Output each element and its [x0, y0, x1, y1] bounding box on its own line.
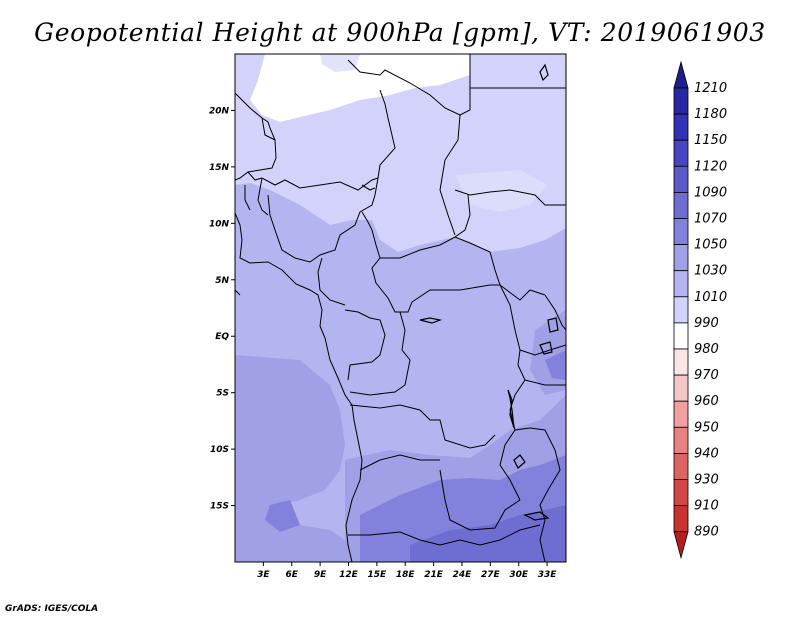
- geopotential-field: [235, 54, 566, 562]
- page-title: Geopotential Height at 900hPa [gpm], VT:…: [34, 18, 766, 47]
- x-tick-label: 15E: [368, 570, 388, 580]
- colorbar-segment: [673, 479, 689, 507]
- colorbar-segment: [673, 400, 689, 428]
- colorbar-segment: [673, 296, 689, 324]
- y-axis: 20N 15N 10N 5N EQ 5S 10S 15S: [209, 106, 235, 512]
- x-tick-label: 33E: [538, 570, 558, 580]
- y-tick-label: 10S: [210, 445, 229, 455]
- x-tick-label: 12E: [339, 570, 359, 580]
- band-white-north: [250, 54, 470, 122]
- map-frame: [234, 53, 567, 563]
- colorbar-label: 950: [694, 420, 719, 435]
- band-1050-1070-west: [235, 355, 345, 505]
- colorbar-label: 1010: [694, 290, 727, 305]
- x-tick-label: 3E: [257, 570, 270, 580]
- lakes: [361, 63, 559, 521]
- colorbar-label: 1070: [694, 212, 727, 227]
- band-1090-1120: [410, 505, 566, 562]
- colorbar-label: 1150: [694, 133, 727, 148]
- grads-credit: GrADS: IGES/COLA: [5, 604, 99, 614]
- x-tick-label: 9E: [314, 570, 327, 580]
- colorbar-segment: [673, 270, 689, 298]
- y-tick-label: 5S: [216, 389, 229, 399]
- colorbar-label: 940: [694, 446, 719, 461]
- colorbar-segment: [673, 452, 689, 480]
- colorbar-segment: [673, 87, 689, 115]
- colorbar-segment: [673, 374, 689, 402]
- colorbar-label: 890: [694, 525, 719, 540]
- colorbar: 1210 1180 1150 1120 1090 1070 1050 1030 1010 990 9…: [673, 60, 727, 560]
- colorbar-label: 930: [694, 473, 719, 488]
- colorbar-segment: [673, 218, 689, 246]
- colorbar-segment: [673, 244, 689, 272]
- colorbar-label: 1030: [694, 264, 727, 279]
- x-tick-label: 18E: [396, 570, 416, 580]
- y-tick-label: 10N: [209, 219, 230, 229]
- x-tick-label: 30E: [509, 570, 529, 580]
- colorbar-bottom-arrow: [673, 531, 689, 560]
- colorbar-label: 1090: [694, 185, 727, 200]
- x-tick-label: 24E: [453, 570, 473, 580]
- colorbar-top-arrow: [673, 60, 689, 89]
- band-1070-patch-west: [265, 500, 300, 532]
- y-tick-label: 5N: [215, 276, 229, 286]
- x-tick-label: 27E: [481, 570, 501, 580]
- y-tick-label: EQ: [215, 332, 229, 342]
- colorbar-label: 990: [694, 316, 719, 331]
- band-1070-1090-east: [545, 350, 566, 380]
- colorbar-label: 1210: [694, 81, 727, 96]
- colorbar-segment: [673, 191, 689, 219]
- colorbar-segment: [673, 139, 689, 167]
- y-tick-label: 20N: [209, 106, 230, 116]
- band-white-patch: [320, 54, 360, 72]
- colorbar-label: 980: [694, 342, 719, 357]
- colorbar-segment: [673, 322, 689, 350]
- colorbar-segment: [673, 426, 689, 454]
- colorbar-label: 1180: [694, 107, 727, 122]
- colorbar-label: 1050: [694, 238, 727, 253]
- colorbar-label: 910: [694, 499, 719, 514]
- coastlines-borders: [235, 54, 566, 562]
- y-tick-label: 15S: [210, 502, 229, 512]
- colorbar-label: 960: [694, 394, 719, 409]
- x-tick-label: 21E: [424, 570, 444, 580]
- colorbar-label: 970: [694, 368, 719, 383]
- colorbar-segment: [673, 505, 689, 533]
- y-tick-label: 15N: [209, 163, 230, 173]
- colorbar-label: 1120: [694, 159, 727, 174]
- x-axis: 3E 6E 9E 12E 15E 18E 21E 24E 27E 30E 33E: [257, 562, 557, 580]
- x-tick-label: 6E: [286, 570, 299, 580]
- colorbar-segment: [673, 113, 689, 141]
- colorbar-segment: [673, 165, 689, 193]
- colorbar-segment: [673, 348, 689, 376]
